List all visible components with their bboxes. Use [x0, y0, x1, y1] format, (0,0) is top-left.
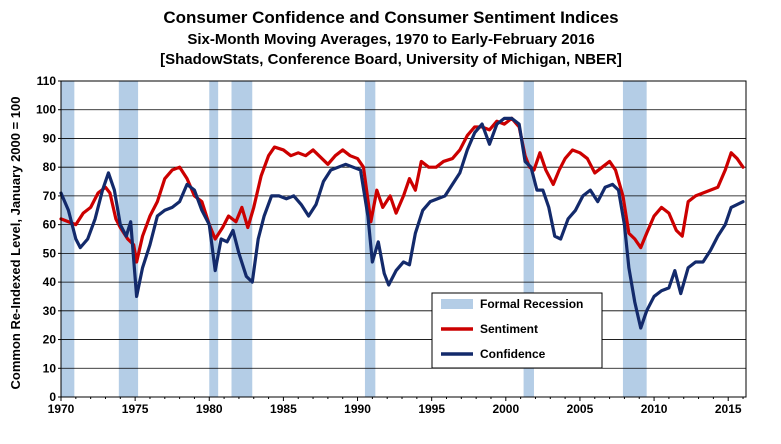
y-tick-0: 0: [49, 390, 56, 404]
series-lines: [59, 116, 745, 330]
chart-subtitle-2: [ShadowStats, Conference Board, Universi…: [160, 51, 622, 68]
chart-title: Consumer Confidence and Consumer Sentime…: [163, 8, 618, 27]
y-tick-20: 20: [43, 333, 57, 347]
grid: [61, 109, 746, 369]
x-tick-2005: 2005: [567, 402, 594, 416]
x-tick-labels: 1970 1975 1980 1985 1990 1995 2000 2005 2010 2015: [48, 397, 744, 416]
y-tick-labels: 0 10 20 30 40 50 60 70 80 90 100 110: [36, 74, 61, 404]
legend-recession-label: Formal Recession: [480, 297, 583, 311]
series-line-sentiment: [59, 116, 745, 264]
y-tick-80: 80: [43, 160, 57, 174]
y-tick-10: 10: [43, 361, 57, 375]
legend-confidence-label: Confidence: [480, 347, 546, 361]
y-tick-70: 70: [43, 189, 57, 203]
x-tick-2010: 2010: [641, 402, 668, 416]
x-tick-1980: 1980: [196, 402, 223, 416]
x-tick-2000: 2000: [492, 402, 519, 416]
recession-band-0: [61, 81, 75, 397]
x-tick-1990: 1990: [344, 402, 371, 416]
x-tick-1995: 1995: [418, 402, 445, 416]
y-tick-90: 90: [43, 131, 57, 145]
x-tick-1985: 1985: [270, 402, 297, 416]
y-tick-60: 60: [43, 218, 57, 232]
legend-recession-swatch: [441, 299, 473, 309]
legend-sentiment-label: Sentiment: [480, 322, 538, 336]
plot-frame: [60, 80, 747, 398]
y-tick-110: 110: [37, 74, 57, 88]
recession-band-5: [523, 81, 534, 397]
x-tick-1970: 1970: [48, 402, 75, 416]
series-line-confidence: [59, 116, 745, 330]
x-tick-1975: 1975: [122, 402, 149, 416]
legend: Formal Recession Sentiment Confidence: [431, 292, 603, 369]
recession-band-3: [231, 81, 253, 397]
x-tick-2015: 2015: [715, 402, 742, 416]
chart-subtitle-1: Six-Month Moving Averages, 1970 to Early…: [187, 31, 594, 48]
y-axis-label: Common Re-Indexed Level, January 2000 = …: [8, 97, 23, 390]
y-tick-100: 100: [36, 103, 56, 117]
y-tick-40: 40: [43, 275, 57, 289]
y-tick-50: 50: [43, 246, 57, 260]
y-tick-30: 30: [43, 304, 57, 318]
